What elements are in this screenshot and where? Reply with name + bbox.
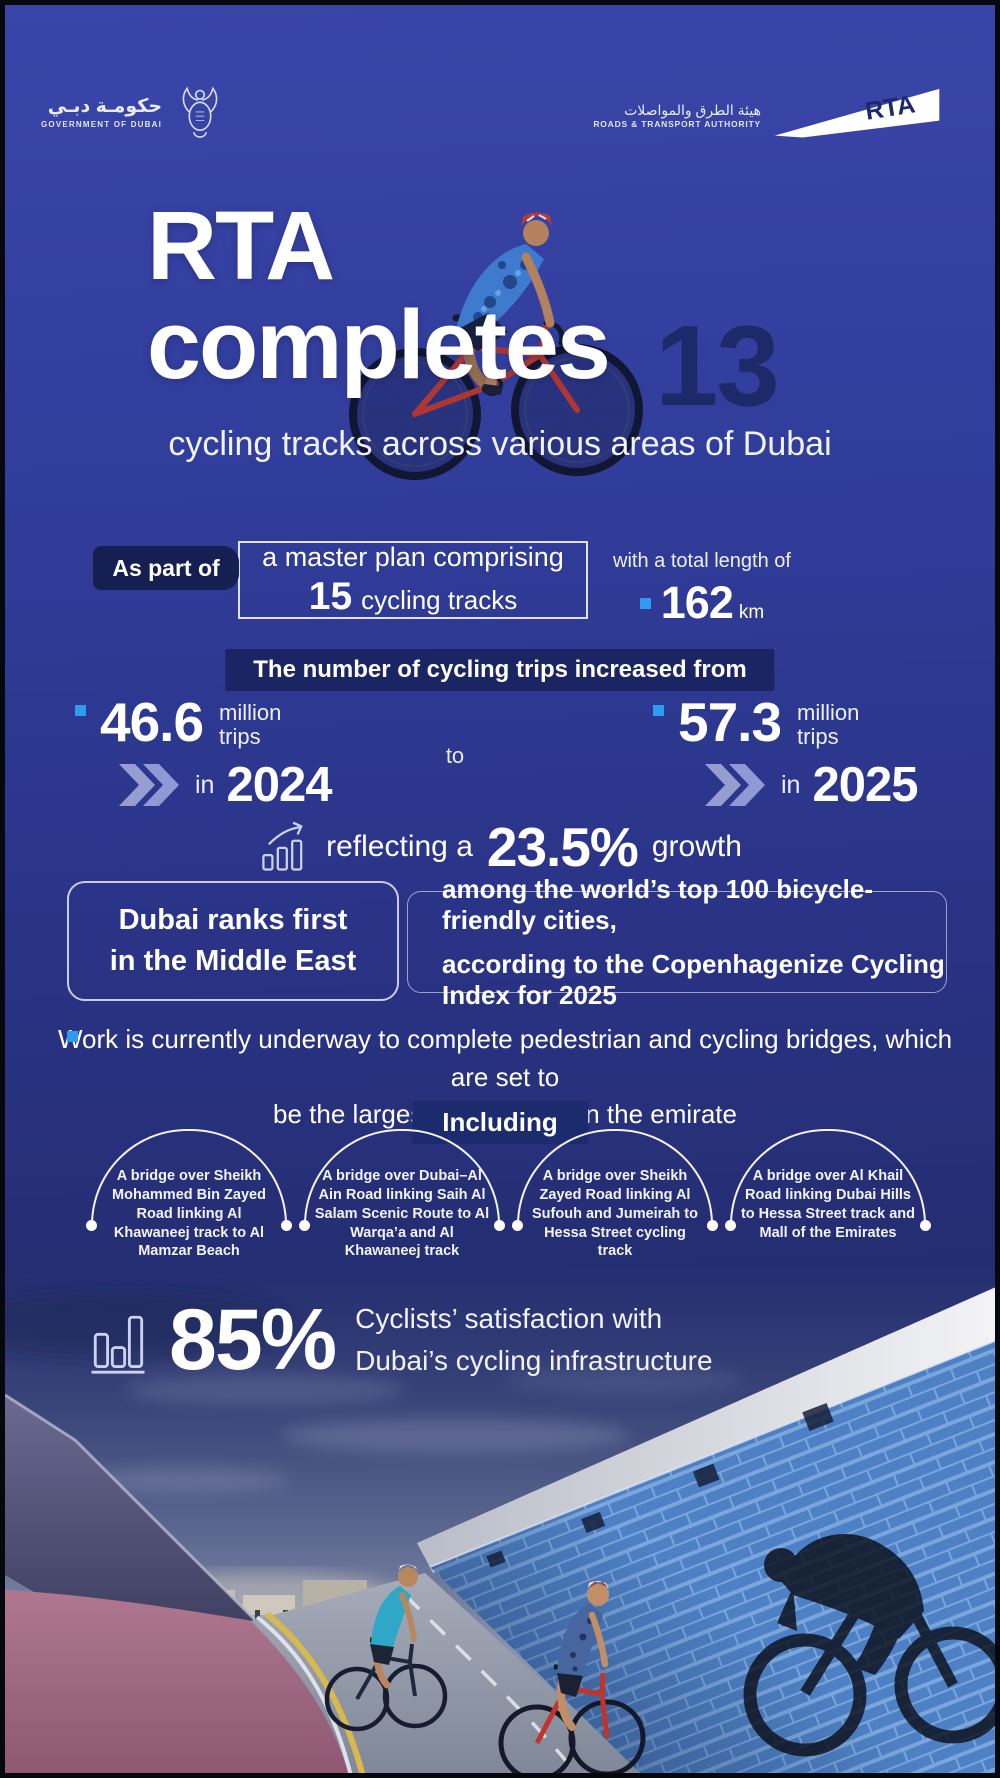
dubai-rank-box: Dubai ranks first in the Middle East bbox=[67, 881, 399, 1001]
subtitle: cycling tracks across various areas of D… bbox=[168, 425, 832, 463]
year-to: 2025 bbox=[812, 758, 918, 812]
rank-right-line2: according to the Copenhagenize Cycling I… bbox=[442, 948, 945, 1010]
master-plan-box: a master plan comprising 15 cycling trac… bbox=[238, 541, 588, 619]
satisfaction-stat: 85% Cyclists’ satisfaction with Dubai’s … bbox=[87, 1297, 713, 1383]
bridges-list: A bridge over Sheikh Mohammed Bin Zayed … bbox=[86, 1129, 943, 1259]
hero-cyclist-photo bbox=[349, 212, 643, 480]
rta-logo-english: ROADS & TRANSPORT AUTHORITY bbox=[593, 119, 761, 130]
trips-to-stat: 57.3 million trips bbox=[653, 695, 859, 750]
title-line-1: RTA bbox=[147, 191, 335, 300]
growth-value: 23.5% bbox=[486, 816, 639, 878]
square-bullet-icon bbox=[653, 705, 664, 716]
falcon-emblem-icon bbox=[182, 86, 218, 138]
rta-flag-icon: RTA bbox=[774, 88, 940, 138]
rank-detail-box: among the world’s top 100 bicycle-friend… bbox=[407, 874, 947, 1010]
trips-to-value: 57.3 bbox=[678, 691, 782, 753]
bridge-arc-item: A bridge over Dubai–Al Ain Road linking … bbox=[299, 1129, 505, 1259]
rank-left-line2: in the Middle East bbox=[109, 945, 357, 977]
government-logo-english: GOVERNMENT OF DUBAI bbox=[41, 119, 163, 129]
double-chevron-right-icon bbox=[705, 764, 765, 806]
bridges-intro: Work is currently underway to complete p… bbox=[55, 1021, 955, 1134]
bridge-dot bbox=[725, 1220, 736, 1231]
bridges-intro-line1: Work is currently underway to complete p… bbox=[57, 1024, 953, 1092]
satisfaction-line1: Cyclists’ satisfaction with bbox=[355, 1303, 663, 1334]
bar-chart-icon bbox=[91, 1315, 145, 1374]
rta-logo: هيئة الطرق والمواصلات ROADS & TRANSPORT … bbox=[593, 87, 943, 145]
government-logo-arabic: حكومـة دبـي bbox=[47, 95, 163, 117]
bridge-dot bbox=[920, 1220, 931, 1231]
bridge-arc-item: A bridge over Sheikh Zayed Road linking … bbox=[512, 1129, 718, 1259]
bridge-dot bbox=[494, 1220, 505, 1231]
satisfaction-line2: Dubai’s cycling infrastructure bbox=[355, 1345, 713, 1376]
growth-prefix: reflecting a bbox=[326, 830, 473, 863]
double-chevron-right-icon bbox=[119, 764, 179, 806]
year-2025-row: in 2025 bbox=[703, 757, 918, 813]
rank-left-line1: Dubai ranks first bbox=[118, 904, 348, 936]
year-prefix: in bbox=[195, 770, 215, 799]
year-2024-row: in 2024 bbox=[117, 757, 332, 813]
square-bullet-icon bbox=[639, 597, 651, 609]
cycling-track-photo bbox=[5, 1265, 995, 1773]
square-bullet-icon bbox=[67, 1031, 78, 1042]
year-from: 2024 bbox=[226, 758, 332, 812]
government-logo-text: حكومـة دبـي GOVERNMENT OF DUBAI bbox=[41, 95, 163, 130]
square-bullet-icon bbox=[75, 705, 86, 716]
master-plan-line1: a master plan comprising bbox=[262, 541, 564, 572]
master-plan-line2: cycling tracks bbox=[361, 584, 518, 615]
bridge-description: A bridge over Sheikh Mohammed Bin Zayed … bbox=[112, 1168, 266, 1260]
rta-logo-arabic: هيئة الطرق والمواصلات bbox=[624, 101, 761, 118]
trips-to-unit1: million bbox=[797, 700, 860, 725]
rank-right-line1: among the world’s top 100 bicycle-friend… bbox=[442, 873, 874, 935]
bridge-description: A bridge over Dubai–Al Ain Road linking … bbox=[314, 1168, 490, 1260]
bridge-dot bbox=[707, 1220, 718, 1231]
trips-to-unit2: trips bbox=[797, 724, 839, 750]
title-line-2: completes bbox=[147, 289, 611, 399]
total-length-value: 162 bbox=[660, 577, 734, 628]
satisfaction-value: 85% bbox=[169, 1292, 337, 1388]
total-length-label: with a total length of bbox=[613, 550, 791, 572]
trips-from-unit2: trips bbox=[219, 724, 261, 750]
trips-from-stat: 46.6 million trips bbox=[75, 695, 281, 750]
trips-from-unit1: million bbox=[219, 700, 282, 725]
bridge-dot bbox=[281, 1220, 292, 1231]
cyclist-red-bike bbox=[498, 1581, 646, 1773]
total-length-block: with a total length of 162 km bbox=[599, 550, 805, 629]
rta-logo-text: هيئة الطرق والمواصلات ROADS & TRANSPORT … bbox=[593, 102, 761, 130]
as-part-of-badge: As part of bbox=[93, 546, 239, 590]
bridge-dot bbox=[86, 1220, 97, 1231]
cyclist-teal bbox=[324, 1564, 448, 1732]
bridge-dot bbox=[299, 1220, 310, 1231]
trips-from-value: 46.6 bbox=[100, 691, 204, 753]
completed-tracks-count: 13 bbox=[655, 303, 780, 430]
bridge-arc-item: A bridge over Al Khail Road linking Duba… bbox=[725, 1129, 931, 1241]
trips-heading-band: The number of cycling trips increased fr… bbox=[225, 649, 775, 691]
trips-connector: to bbox=[445, 743, 465, 768]
bridge-description: A bridge over Sheikh Zayed Road linking … bbox=[532, 1168, 698, 1260]
growth-suffix: growth bbox=[651, 830, 742, 863]
government-of-dubai-logo: حكومـة دبـي GOVERNMENT OF DUBAI bbox=[41, 83, 226, 143]
total-length-unit: km bbox=[738, 602, 765, 623]
bridge-dot bbox=[512, 1220, 523, 1231]
cyclist-mural bbox=[743, 1534, 995, 1757]
year-prefix: in bbox=[781, 770, 801, 799]
master-plan-count: 15 bbox=[308, 574, 353, 618]
bridge-arc-item: A bridge over Sheikh Mohammed Bin Zayed … bbox=[86, 1129, 292, 1259]
bridge-description: A bridge over Al Khail Road linking Duba… bbox=[740, 1168, 916, 1241]
main-title: RTA completes bbox=[147, 191, 611, 399]
growth-chart-icon bbox=[262, 821, 303, 871]
growth-row: reflecting a 23.5% growth bbox=[5, 815, 995, 879]
